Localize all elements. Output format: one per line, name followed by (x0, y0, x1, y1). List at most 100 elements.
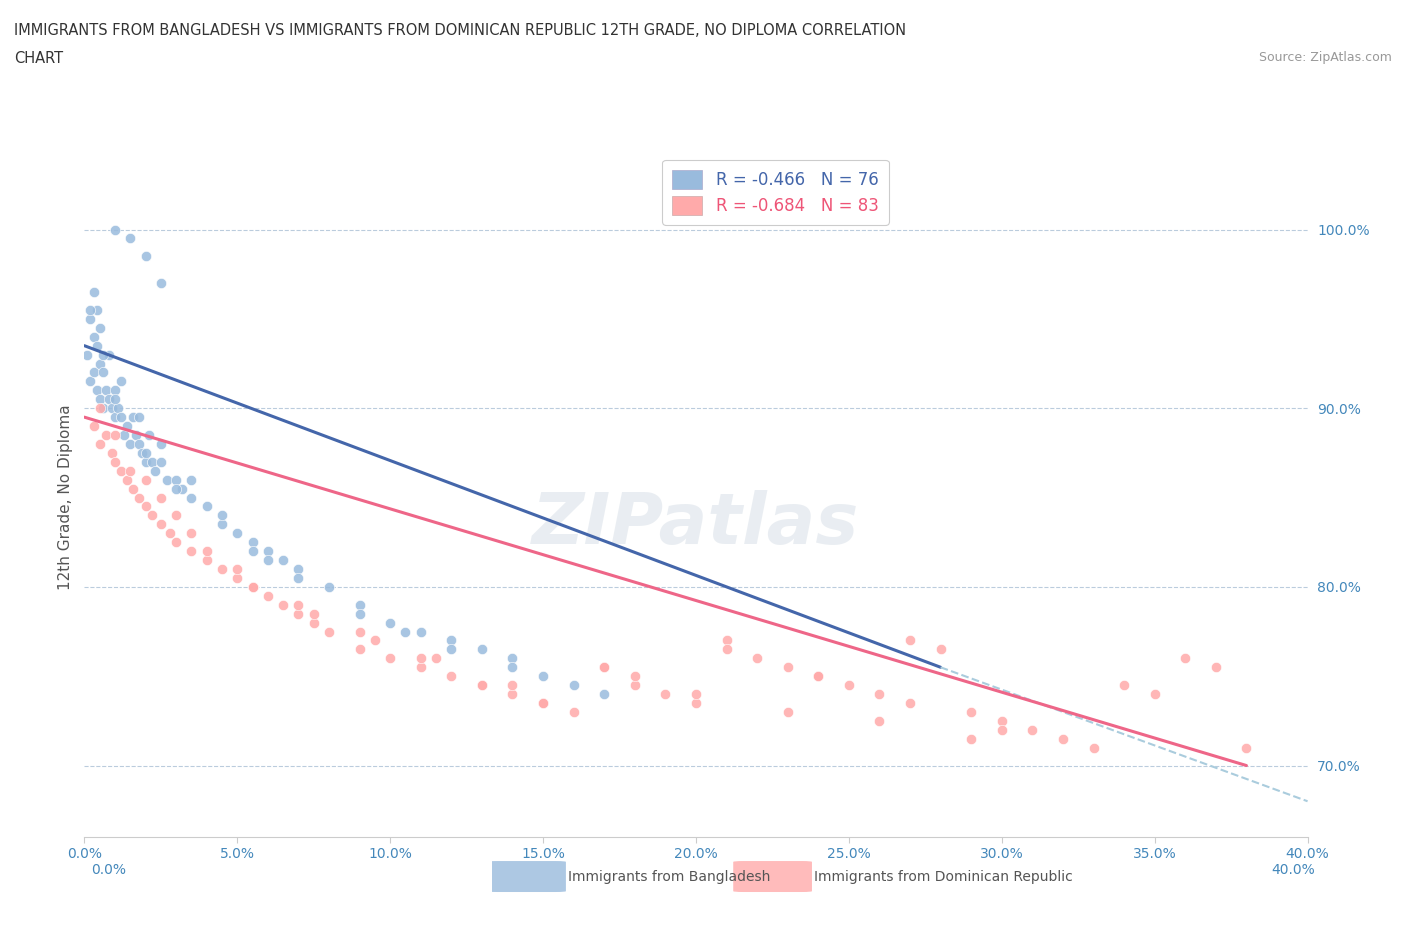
Point (211, 562, 233, 577)
Point (195, 552, 218, 567)
Point (83, 285, 105, 299)
Text: CHART: CHART (14, 51, 63, 66)
Point (685, 696, 707, 711)
Point (929, 642, 952, 657)
Point (211, 517, 233, 532)
Point (79, 302, 101, 317)
Point (502, 651, 524, 666)
Point (425, 651, 447, 666)
Point (776, 705, 799, 720)
Point (1083, 740, 1105, 755)
Point (502, 659, 524, 674)
Point (89, 401, 111, 416)
Point (135, 445, 157, 460)
Point (302, 615, 325, 630)
Point (747, 651, 769, 666)
Point (1236, 740, 1258, 755)
Point (195, 499, 218, 514)
Point (143, 463, 166, 478)
Point (593, 659, 616, 674)
Text: 40.0%: 40.0% (1271, 862, 1315, 877)
Point (409, 624, 432, 639)
Point (257, 552, 280, 567)
Point (120, 463, 142, 478)
Point (94, 383, 117, 398)
Point (1021, 723, 1043, 737)
Point (716, 642, 738, 657)
Point (135, 249, 157, 264)
Point (149, 490, 172, 505)
Point (364, 633, 387, 648)
Point (97, 347, 120, 362)
Point (898, 696, 921, 711)
Point (125, 428, 148, 443)
Point (960, 731, 983, 746)
Point (807, 669, 830, 684)
Point (180, 544, 202, 559)
Point (226, 562, 249, 577)
Point (115, 418, 138, 433)
Point (287, 570, 309, 585)
Point (149, 517, 172, 532)
Point (165, 472, 187, 487)
Text: Source: ZipAtlas.com: Source: ZipAtlas.com (1258, 51, 1392, 64)
Point (531, 696, 554, 711)
Text: 0.0%: 0.0% (91, 862, 127, 877)
Point (226, 525, 249, 540)
FancyBboxPatch shape (734, 861, 813, 892)
Text: Immigrants from Bangladesh: Immigrants from Bangladesh (568, 870, 770, 884)
Point (86, 383, 108, 398)
Point (242, 579, 264, 594)
Point (149, 275, 172, 290)
Point (624, 669, 647, 684)
Point (394, 624, 416, 639)
Point (107, 401, 129, 416)
Point (122, 410, 145, 425)
Point (135, 499, 157, 514)
Point (83, 329, 105, 344)
Point (869, 686, 891, 701)
Point (91, 365, 114, 380)
Point (180, 490, 202, 505)
Point (104, 428, 127, 443)
Point (91, 401, 114, 416)
Point (242, 544, 264, 559)
Point (991, 713, 1014, 728)
Point (302, 606, 325, 621)
Point (624, 678, 647, 693)
Point (149, 455, 172, 470)
Point (349, 624, 371, 639)
Point (776, 659, 799, 674)
Point (172, 481, 194, 496)
Point (76, 347, 98, 362)
Point (104, 222, 127, 237)
Point (898, 633, 921, 648)
FancyBboxPatch shape (486, 861, 565, 892)
Point (257, 544, 280, 559)
Point (257, 589, 280, 604)
Point (128, 490, 150, 505)
Point (110, 410, 132, 425)
Point (1143, 686, 1166, 701)
Point (165, 481, 187, 496)
Point (141, 508, 163, 523)
Point (89, 392, 111, 406)
Point (471, 642, 494, 657)
Text: Immigrants from Dominican Republic: Immigrants from Dominican Republic (814, 870, 1073, 884)
Point (271, 552, 294, 567)
Point (83, 418, 105, 433)
Point (287, 597, 309, 612)
Point (89, 436, 111, 451)
Point (1205, 659, 1227, 674)
Point (101, 401, 124, 416)
Point (89, 356, 111, 371)
Point (593, 659, 616, 674)
Point (440, 669, 463, 684)
Point (716, 633, 738, 648)
Point (226, 570, 249, 585)
Point (502, 678, 524, 693)
Point (86, 339, 108, 353)
Point (131, 445, 153, 460)
Point (180, 525, 202, 540)
Point (409, 651, 432, 666)
